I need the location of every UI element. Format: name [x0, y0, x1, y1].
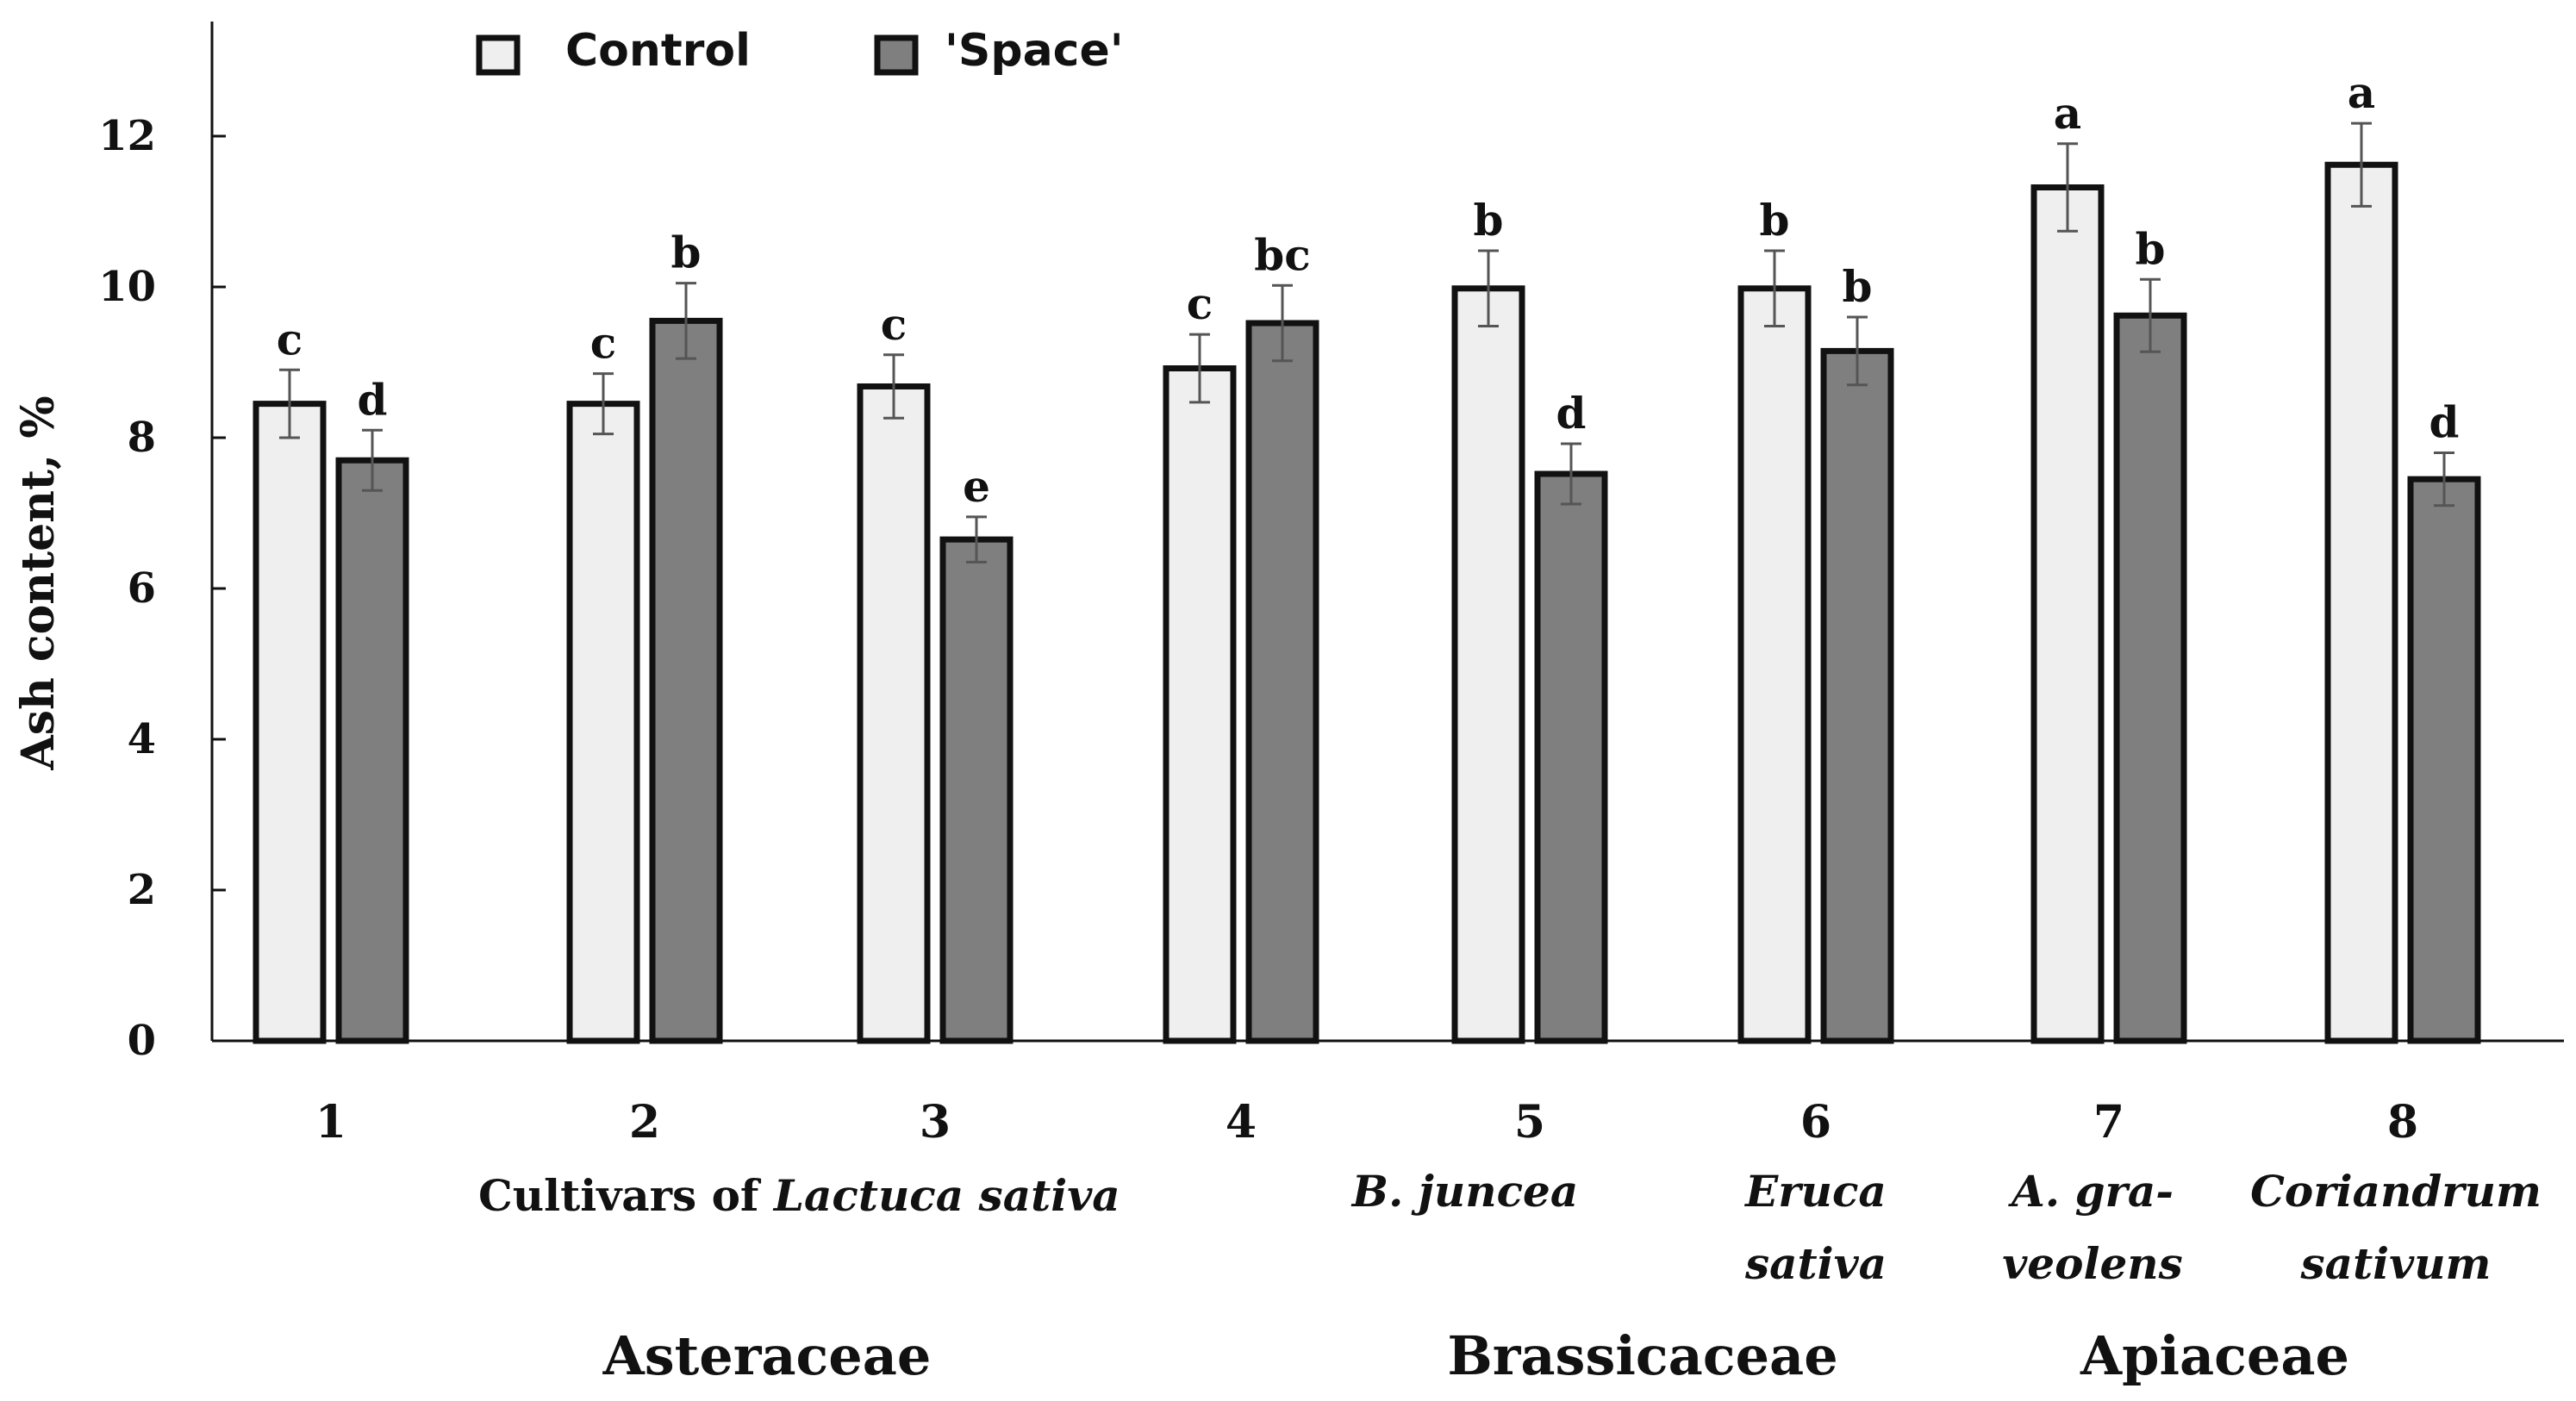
bar-space-3	[939, 536, 1014, 1044]
significance-letter-control-4: c	[1187, 278, 1213, 329]
x-category-label: 6	[1800, 1096, 1831, 1149]
significance-letter-control-1: c	[277, 314, 303, 364]
bar-control-3	[857, 383, 931, 1044]
significance-letter-space-4: bc	[1254, 229, 1310, 280]
bar-space-4	[1245, 320, 1319, 1044]
x-category-label: 5	[1514, 1096, 1545, 1149]
species-label-6: sativa	[1744, 1238, 1887, 1289]
significance-letter-space-8: d	[2429, 397, 2460, 448]
legend-label-space: 'Space'	[945, 25, 1124, 77]
y-tick-label: 12	[98, 112, 156, 160]
bar-control-6	[1737, 285, 1812, 1044]
y-tick-label: 2	[128, 866, 156, 914]
species-label-5: B. juncea	[1350, 1166, 1579, 1217]
y-tick-label: 0	[128, 1017, 156, 1065]
y-tick-label: 10	[98, 263, 156, 311]
significance-letter-control-5: b	[1474, 195, 1504, 246]
species-label-8: sativum	[2300, 1238, 2492, 1289]
bar-space-2	[649, 317, 723, 1044]
significance-letter-space-2: b	[671, 227, 702, 278]
significance-letter-space-7: b	[2136, 223, 2166, 274]
significance-letter-space-6: b	[1843, 261, 1873, 312]
x-category-label: 2	[629, 1096, 660, 1149]
bar-control-4	[1163, 365, 1237, 1044]
significance-letter-control-7: a	[2054, 88, 2081, 139]
x-category-label: 1	[315, 1096, 346, 1149]
bars-group	[253, 121, 2481, 1044]
bar-control-1	[253, 401, 327, 1044]
y-tick-label: 4	[128, 715, 156, 763]
significance-letter-control-2: c	[590, 318, 616, 369]
x-category-label: 3	[920, 1096, 951, 1149]
legend-swatch-space	[874, 34, 919, 76]
bar-space-1	[335, 457, 409, 1044]
significance-letter-control-8: a	[2348, 67, 2375, 118]
x-category-label: 7	[2093, 1096, 2124, 1149]
significance-letter-control-3: c	[881, 299, 907, 350]
y-tick-label: 6	[128, 564, 156, 613]
bar-control-5	[1451, 285, 1525, 1044]
y-tick-label: 8	[128, 414, 156, 462]
significance-letter-space-3: e	[963, 461, 990, 512]
bar-space-7	[2113, 312, 2187, 1044]
family-label-apiaceae: Apiaceae	[2080, 1324, 2349, 1387]
family-label-asteraceae: Asteraceae	[602, 1324, 932, 1387]
species-label-8: Coriandrum	[2250, 1166, 2542, 1217]
legend-label-control: Control	[565, 25, 751, 77]
bar-space-5	[1534, 470, 1608, 1044]
bar-space-6	[1820, 347, 1894, 1044]
bar-control-2	[566, 401, 640, 1044]
bar-control-8	[2324, 161, 2398, 1044]
significance-letter-space-5: d	[1556, 388, 1587, 439]
x-axis-title-cultivars: Cultivars of Lactuca sativa	[478, 1170, 1120, 1221]
species-label-7: A. gra-	[2008, 1166, 2174, 1217]
family-label-brassicaceae: Brassicaceae	[1447, 1324, 1837, 1387]
species-label-7: veolens	[2002, 1238, 2183, 1289]
x-category-label: 4	[1226, 1096, 1257, 1149]
species-label-6: Eruca	[1743, 1166, 1887, 1217]
y-axis-title: Ash content, %	[12, 395, 65, 770]
significance-letter-control-6: b	[1760, 195, 1790, 246]
x-category-label: 8	[2387, 1096, 2418, 1149]
bar-space-8	[2407, 476, 2481, 1044]
legend-swatch-control	[476, 34, 521, 76]
bar-control-7	[2030, 184, 2105, 1044]
significance-letter-space-1: d	[358, 374, 388, 425]
legend: Control 'Space'	[476, 25, 1124, 77]
